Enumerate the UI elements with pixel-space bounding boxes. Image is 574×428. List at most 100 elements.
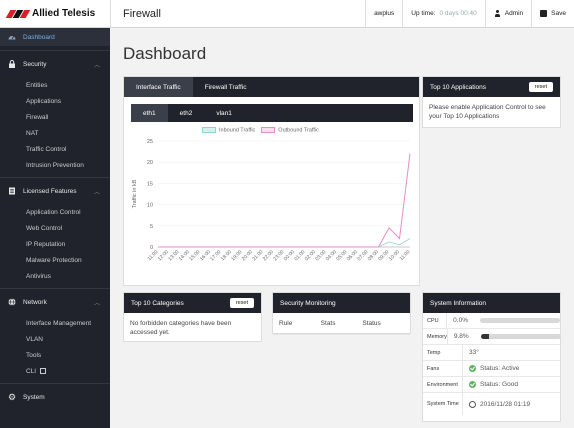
top-apps-panel: Top 10 Applications reset Please enable … bbox=[422, 76, 561, 128]
sidebar-item-application-control[interactable]: Application Control bbox=[26, 208, 81, 216]
chart-legend: Inbound Traffic Outbound Traffic bbox=[202, 127, 319, 133]
sidebar-item-vlan[interactable]: VLAN bbox=[26, 335, 43, 343]
uptime: Up time: 0 days 00:40 bbox=[402, 0, 484, 28]
series-line-inbound bbox=[158, 238, 411, 248]
temp-value: 33° bbox=[469, 349, 479, 356]
x-tick-label: 17:00 bbox=[209, 249, 222, 262]
admin-button[interactable]: Admin bbox=[484, 0, 531, 28]
reset-button[interactable]: reset bbox=[229, 298, 254, 308]
x-tick-label: 05:00 bbox=[335, 249, 348, 262]
sidebar-item-applications[interactable]: Applications bbox=[26, 97, 62, 105]
top-bar: Allied Telesis Firewall awplus Up time: … bbox=[0, 0, 574, 28]
sidebar-item-dashboard[interactable]: Dashboard bbox=[0, 28, 110, 46]
main-content: Dashboard Interface Traffic Firewall Tra… bbox=[110, 28, 574, 428]
sidebar-item-interface-management[interactable]: Interface Management bbox=[26, 319, 92, 327]
y-tick-label: 15 bbox=[147, 181, 153, 187]
sidebar-item-antivirus[interactable]: Antivirus bbox=[26, 272, 51, 280]
x-tick-label: 01:00 bbox=[293, 249, 306, 262]
x-tick-label: 11:00 bbox=[399, 249, 412, 262]
legend-outbound: Outbound Traffic bbox=[261, 127, 319, 133]
save-button[interactable]: Save bbox=[531, 0, 574, 28]
logo: Allied Telesis bbox=[0, 0, 110, 28]
x-tick-label: 09:00 bbox=[377, 249, 390, 262]
page-title: Dashboard bbox=[123, 44, 207, 63]
sidebar-item-cli[interactable]: CLI bbox=[0, 363, 110, 379]
fans-value: Status: Active bbox=[480, 365, 520, 372]
sidebar-item-entities[interactable]: Entities bbox=[26, 81, 48, 89]
y-axis-label: Traffic in kB bbox=[132, 179, 138, 208]
sidebar-item-nat[interactable]: NAT bbox=[26, 129, 39, 137]
environment-value: Status: Good bbox=[480, 381, 518, 388]
sidebar-item-malware-protection[interactable]: Malware Protection bbox=[26, 256, 82, 264]
panel-title: Top 10 Applications bbox=[430, 83, 487, 91]
sidebar-item-ip-reputation[interactable]: IP Reputation bbox=[26, 240, 66, 248]
cpu-value: 0.0% bbox=[453, 317, 468, 324]
y-tick-label: 20 bbox=[147, 160, 153, 166]
x-tick-label: 12:00 bbox=[157, 249, 170, 262]
top-categories-panel: Top 10 Categories reset No forbidden cat… bbox=[123, 292, 262, 342]
top-categories-message: No forbidden categories have been access… bbox=[130, 320, 232, 336]
panel-title: Top 10 Categories bbox=[131, 299, 184, 307]
column-status: Status bbox=[362, 320, 381, 327]
x-tick-label: 16:00 bbox=[199, 249, 212, 262]
sidebar-item-label: Dashboard bbox=[23, 33, 55, 41]
clock-icon bbox=[469, 400, 476, 408]
lock-icon bbox=[9, 60, 15, 68]
tab-interface-traffic[interactable]: Interface Traffic bbox=[124, 77, 193, 97]
sidebar-item-label: Security bbox=[23, 60, 47, 68]
sidebar-item-label: CLI bbox=[26, 367, 37, 375]
check-circle-icon bbox=[469, 365, 476, 372]
sidebar-item-network[interactable]: Network ︿ bbox=[0, 293, 110, 311]
x-tick-label: 06:00 bbox=[346, 249, 359, 262]
sidebar: Dashboard Security ︿ Entities Applicatio… bbox=[0, 28, 110, 428]
y-tick-label: 0 bbox=[150, 245, 153, 251]
tab-firewall-traffic[interactable]: Firewall Traffic bbox=[204, 83, 247, 91]
sidebar-item-intrusion-prevention[interactable]: Intrusion Prevention bbox=[26, 161, 84, 169]
x-tick-label: 02:00 bbox=[304, 249, 317, 262]
x-tick-label: 23:00 bbox=[272, 249, 285, 262]
traffic-chart: 0 5 10 15 20 25 Traffic in kB 11:00 12:0013:0014… bbox=[132, 139, 412, 262]
x-tick-label: 00:00 bbox=[283, 249, 296, 262]
sidebar-item-licensed-features[interactable]: Licensed Features ︿ bbox=[0, 182, 110, 200]
y-tick-label: 5 bbox=[150, 224, 153, 230]
traffic-panel: Interface Traffic Firewall Traffic eth1 … bbox=[123, 76, 420, 286]
device-name: awplus bbox=[365, 0, 402, 28]
memory-value: 9.8% bbox=[453, 333, 469, 340]
uptime-value: 0 days 00:40 bbox=[439, 10, 477, 17]
tab-eth2[interactable]: eth2 bbox=[179, 109, 193, 117]
tab-vlan1[interactable]: vlan1 bbox=[216, 109, 232, 117]
sidebar-item-tools[interactable]: Tools bbox=[26, 351, 42, 359]
cpu-bar bbox=[480, 318, 560, 323]
security-monitoring-panel: Security Monitoring Rule Stats Status bbox=[272, 292, 411, 335]
y-tick-label: 25 bbox=[147, 139, 153, 145]
admin-label: Admin bbox=[504, 10, 524, 17]
sidebar-item-system[interactable]: ⚙ System bbox=[0, 388, 110, 406]
legend-inbound: Inbound Traffic bbox=[202, 127, 255, 133]
reset-button[interactable]: reset bbox=[528, 82, 553, 92]
memory-bar-fill bbox=[480, 334, 489, 339]
panel-title: Security Monitoring bbox=[280, 299, 336, 307]
sidebar-item-security[interactable]: Security ︿ bbox=[0, 55, 110, 73]
sidebar-item-web-control[interactable]: Web Control bbox=[26, 224, 63, 232]
page-title-bar: Firewall bbox=[110, 0, 161, 28]
table-row: Environment Status: Good bbox=[423, 377, 560, 393]
tab-eth1[interactable]: eth1 bbox=[131, 104, 168, 122]
logo-mark-icon bbox=[5, 9, 31, 18]
uptime-label: Up time: bbox=[411, 10, 436, 17]
dashboard-icon bbox=[8, 35, 16, 40]
x-tick-label: 19:00 bbox=[230, 249, 243, 262]
row-key: Memory bbox=[423, 329, 448, 344]
row-key: System Time bbox=[423, 393, 463, 415]
sidebar-item-firewall[interactable]: Firewall bbox=[26, 113, 49, 121]
system-time-value: 2016/11/28 01:19 bbox=[480, 400, 531, 408]
table-header: Rule Stats Status bbox=[273, 313, 410, 335]
x-tick-label: 14:00 bbox=[178, 249, 191, 262]
save-icon bbox=[540, 10, 548, 17]
system-info-panel: System Information CPU 0.0% Memory 9.8% … bbox=[422, 292, 561, 422]
table-row: Fans Status: Active bbox=[423, 361, 560, 377]
sidebar-item-traffic-control[interactable]: Traffic Control bbox=[26, 145, 67, 153]
x-tick-label: 08:00 bbox=[367, 249, 380, 262]
row-key: Temp bbox=[423, 345, 463, 360]
x-tick-label: 20:00 bbox=[241, 249, 254, 262]
gear-icon: ⚙ bbox=[8, 392, 17, 402]
